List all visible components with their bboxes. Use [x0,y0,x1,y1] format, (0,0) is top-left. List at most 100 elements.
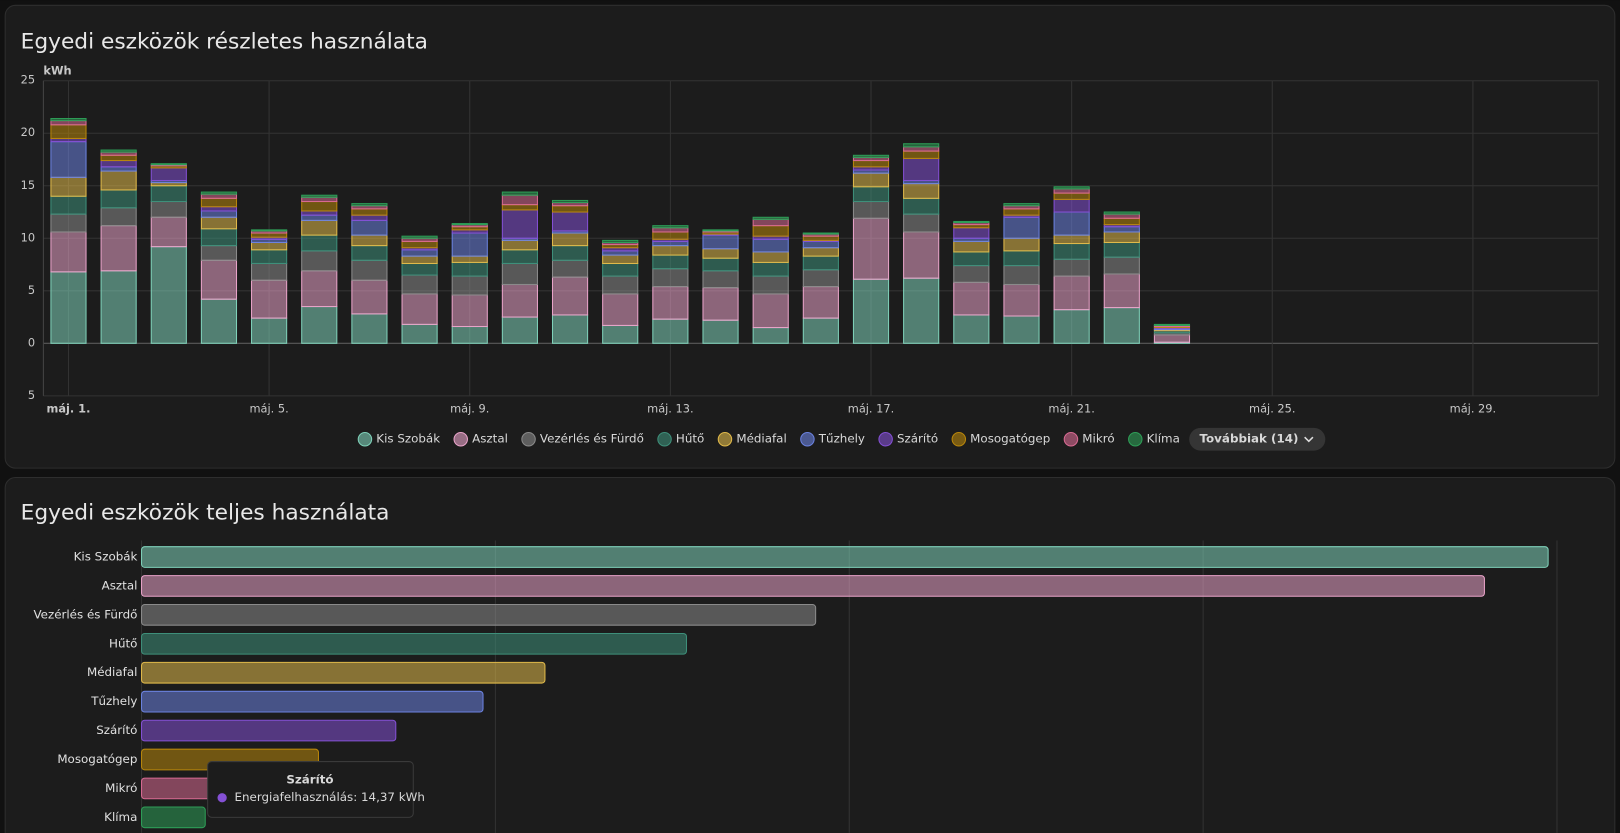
y-tick-label: Médiafal [87,665,137,679]
y-tick-label: Vezérlés és Fürdő [33,607,137,621]
bar-segment [401,274,438,295]
bar-segment [451,294,488,328]
legend-swatch [717,431,733,447]
bar-segment [1053,188,1090,194]
legend-swatch [1063,431,1079,447]
bar-segment [1103,226,1140,233]
x-tick-label: máj. 17. [848,401,894,415]
bar-segment [953,281,990,316]
legend-item: Mosogatógep [970,432,1050,446]
y-tick-label: 5 [28,283,35,297]
bar-segment [702,234,739,250]
x-tick-label: máj. 25. [1249,401,1295,415]
y-tick-label: Mosogatógep [57,752,137,766]
bar-segment [501,283,538,318]
bar-segment [401,293,438,325]
x-tick-label: máj. 29. [1450,401,1496,415]
bar-segment [150,167,187,182]
x-tick-label: máj. 9. [450,401,489,415]
bar-segment [351,245,388,261]
bar-segment [351,214,388,221]
bar-segment [953,314,990,344]
tooltip-box [207,761,414,818]
bar-segment [451,275,488,296]
bar-segment [702,287,739,321]
bar-segment [150,185,187,203]
bar-segment [100,154,137,162]
tooltip-text: Energiafelhasználás: 14,37 kWh [235,790,425,804]
tooltip-swatch [217,793,227,803]
legend-swatch [800,431,815,447]
bar-segment [1003,265,1040,286]
bar-segment [1003,283,1040,317]
y-tick-label: 20 [21,125,35,139]
bar-segment [501,249,538,265]
legend-item: Mikró [1082,432,1114,446]
bar-segment [903,146,940,152]
bar-segment [501,194,538,206]
bar-segment [802,317,839,344]
legend-swatch [878,431,893,447]
bar [141,719,397,742]
legend-swatch [357,431,373,447]
bar-segment [802,269,839,288]
bar-segment [301,194,338,198]
bar-segment [852,186,890,203]
bar-segment [602,275,639,295]
bar-segment [903,197,940,215]
bar-segment [1153,334,1191,343]
bar-segment [1053,198,1090,213]
legend-item: Asztal [472,432,508,446]
bar-segment [50,118,87,122]
y-tick-label: 0 [28,335,35,349]
bar-segment [200,193,238,199]
bar-segment [150,216,187,248]
bar-segment [1003,216,1040,239]
bar-segment [251,241,288,251]
bar-segment [953,220,990,224]
bar-segment [802,247,839,257]
bar-segment [501,191,538,196]
legend: Kis Szobák Asztal Vezérlés és Fürdő Hűtő Méd… [357,427,1326,451]
bar-segment [50,124,87,140]
bar-segment [702,248,739,259]
legend-swatch [951,431,967,447]
bar-segment [1053,275,1090,311]
bar [141,575,1485,597]
bar-segment [702,270,739,289]
bar-segment [451,325,488,344]
bar-segment [351,259,388,281]
bar-segment [1003,237,1040,252]
legend-more-button[interactable] [1189,427,1326,451]
bar-segment [1003,203,1040,207]
bar-segment [702,319,739,344]
bar-segment [200,206,238,212]
y-tick-label: Mikró [105,781,137,795]
bar-segment [903,183,940,199]
legend-item: Vezérlés és Fürdő [540,432,644,446]
bar-segment [251,249,288,265]
bar-segment [852,160,890,168]
bar-segment [1003,250,1040,267]
bar-segment [652,225,689,229]
bar-segment [150,163,187,166]
tooltip-title: Szárító [286,773,333,787]
bar-segment [200,228,238,247]
bar-segment [251,317,288,344]
bar-segment [852,154,890,158]
bar-segment [301,306,338,344]
y-tick-label: 5 [28,388,35,402]
bar-segment [551,259,589,278]
bar-segment [752,216,789,220]
bar-segment [903,231,940,279]
legend-swatch [657,431,672,447]
bar-segment [1103,211,1140,215]
y-tick-label: Asztal [102,578,138,592]
bar-segment [301,200,338,212]
bar-segment [200,191,238,195]
bar-segment [501,316,538,344]
bar-segment [251,279,288,319]
bar-segment [251,229,288,232]
bar-segment [903,143,940,148]
